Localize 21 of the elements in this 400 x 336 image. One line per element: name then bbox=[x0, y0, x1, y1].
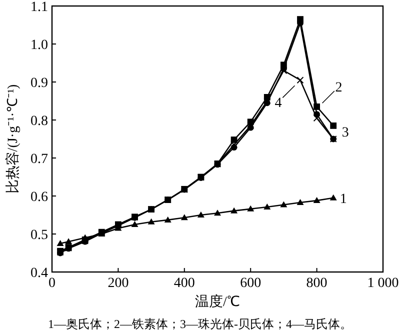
y-tick-label: 0.6 bbox=[30, 190, 48, 205]
y-tick-label: 0.8 bbox=[30, 114, 48, 129]
y-tick-label: 1.0 bbox=[30, 38, 48, 53]
x-tick-label: 400 bbox=[174, 276, 195, 291]
y-tick-label: 0.9 bbox=[30, 76, 48, 91]
annotation: 4 bbox=[274, 96, 282, 112]
x-tick-label: 200 bbox=[108, 276, 129, 291]
annotation: 3 bbox=[342, 126, 349, 141]
annotation: 1 bbox=[340, 192, 347, 207]
text: 1—奥氏体；2—铁素体；3—珠光体-贝氏体；4—马氏体。 bbox=[48, 317, 352, 331]
x-axis-title: 温度/℃ bbox=[195, 294, 240, 310]
y-axis-title: 比热容/(J·g⁻¹·℃⁻¹) bbox=[5, 84, 21, 194]
annotation: 2 bbox=[335, 80, 342, 96]
x-tick-label: 0 bbox=[48, 276, 56, 291]
y-tick-label: 1.1 bbox=[30, 0, 48, 15]
y-tick-label: 0.5 bbox=[30, 228, 48, 243]
y-tick-label: 0.7 bbox=[30, 152, 48, 167]
x-tick-label: 800 bbox=[306, 276, 328, 291]
x-tick-label: 600 bbox=[240, 276, 262, 291]
y-tick-label: 0.4 bbox=[30, 266, 48, 281]
x-tick-label: 1 000 bbox=[367, 276, 399, 291]
